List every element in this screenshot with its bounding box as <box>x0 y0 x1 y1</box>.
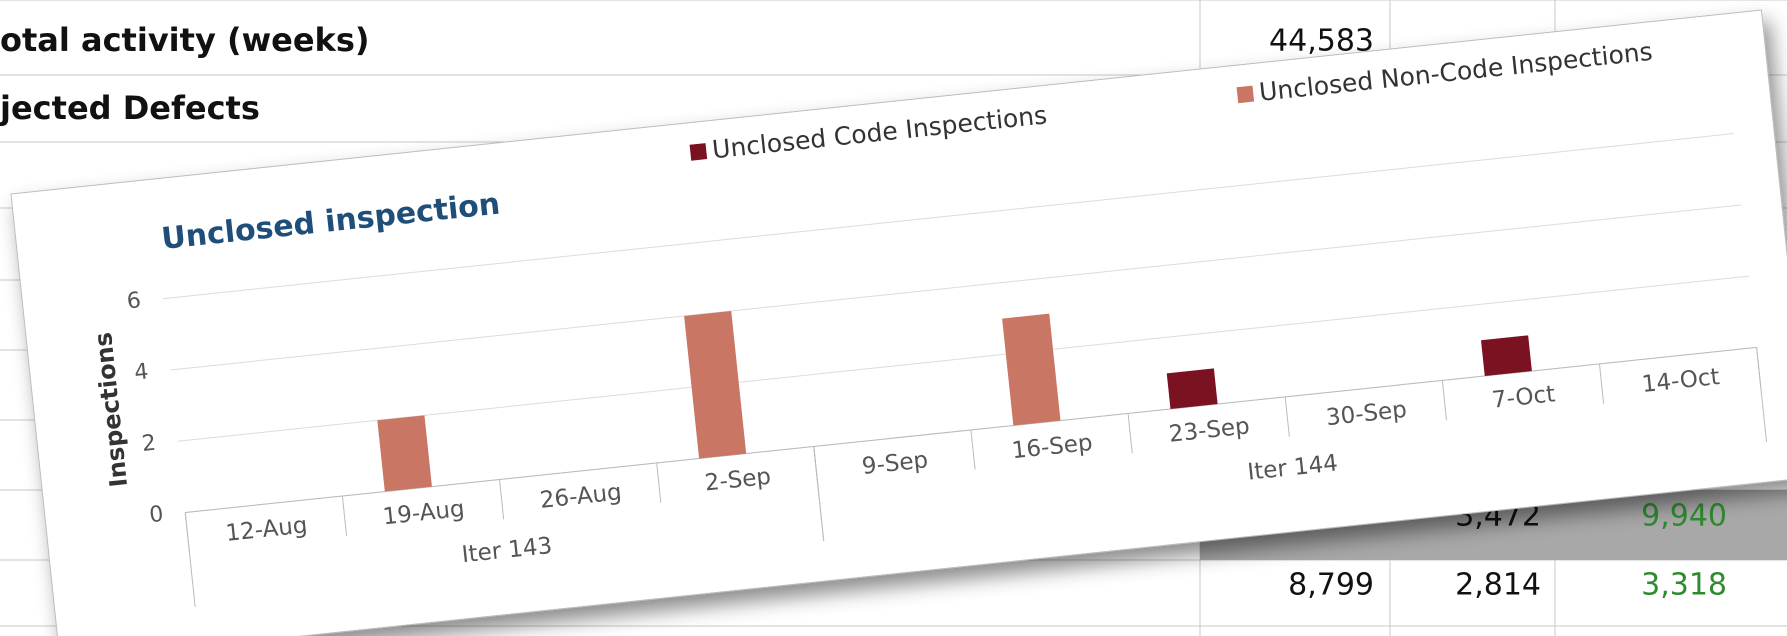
category-divider <box>1441 380 1448 421</box>
y-tick-label: 4 <box>133 359 150 385</box>
bar <box>684 311 747 459</box>
cell: 9,940 <box>1641 499 1727 534</box>
grid-line <box>162 133 1735 300</box>
cell: 8,799 <box>1288 568 1374 603</box>
bar <box>1166 368 1218 409</box>
legend-swatch <box>689 143 708 161</box>
category-divider <box>1598 363 1605 404</box>
bar <box>1481 335 1532 376</box>
legend-swatch <box>1236 85 1255 104</box>
row-label: jected Defects <box>0 89 260 127</box>
category-divider <box>1127 413 1133 454</box>
chart-card: Unclosed inspection Inspections 0246Uncl… <box>10 9 1787 636</box>
category-divider <box>656 462 662 503</box>
category-divider <box>970 429 976 470</box>
group-divider <box>813 446 825 542</box>
category-divider <box>341 495 348 536</box>
grid-line <box>170 204 1742 371</box>
bar <box>1002 313 1061 426</box>
y-tick-label: 6 <box>126 288 143 314</box>
group-divider <box>184 512 196 608</box>
category-divider <box>499 479 505 520</box>
y-tick-label: 0 <box>148 502 165 528</box>
cell: 3,318 <box>1641 568 1727 603</box>
row-label: otal activity (weeks) <box>0 21 369 59</box>
cell: 2,814 <box>1455 568 1541 603</box>
category-divider <box>1284 396 1290 437</box>
y-tick-label: 2 <box>141 431 158 457</box>
group-divider <box>1756 347 1768 442</box>
bar <box>377 415 432 492</box>
grid-line <box>177 275 1750 442</box>
